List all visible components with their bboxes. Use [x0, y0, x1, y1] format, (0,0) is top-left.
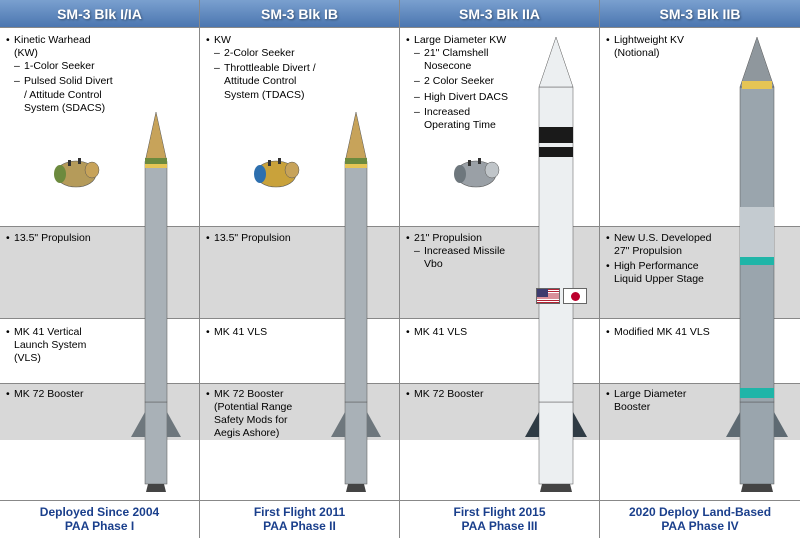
spec-item: 21" Clamshell Nosecone [414, 47, 516, 73]
spec-item: 21" PropulsionIncreased Missile Vbo [406, 232, 516, 271]
variant-content: Large Diameter KW21" Clamshell Nosecone2… [400, 28, 599, 500]
launch-specs: MK 41 VLS [206, 326, 316, 341]
variant-title: SM-3 Blk I/IA [0, 0, 199, 28]
paa-phase: PAA Phase IV [600, 519, 800, 533]
variant-footer: First Flight 2015PAA Phase III [400, 500, 599, 538]
variant-content: Lightweight KV (Notional) New U.S. Develo… [600, 28, 800, 500]
missile-illustration [117, 32, 195, 492]
spec-item: Modified MK 41 VLS [606, 326, 716, 339]
flag-jp-icon [563, 288, 587, 304]
variant-column-blk1b: SM-3 Blk IB KW2-Color SeekerThrottleable … [200, 0, 400, 538]
flag-us-icon [536, 288, 560, 304]
spec-item: Large Diameter Booster [606, 388, 716, 414]
spec-item: High Divert DACS [414, 91, 516, 104]
spec-item: New U.S. Developed 27" Propulsion [606, 232, 716, 258]
paa-phase: PAA Phase I [0, 519, 199, 533]
missile-illustration [718, 32, 796, 492]
booster-specs: MK 72 Booster [6, 388, 116, 403]
spec-item: Large Diameter KW21" Clamshell Nosecone2… [406, 34, 516, 132]
spec-item: Increased Operating Time [414, 106, 516, 132]
spec-item: 13.5" Propulsion [206, 232, 316, 245]
variant-footer: 2020 Deploy Land-BasedPAA Phase IV [600, 500, 800, 538]
spec-item: MK 41 VLS [406, 326, 516, 339]
paa-phase: PAA Phase III [400, 519, 599, 533]
launch-specs: Modified MK 41 VLS [606, 326, 716, 341]
launch-specs: MK 41 Vertical Launch System (VLS) [6, 326, 116, 367]
variant-content: Kinetic Warhead (KW)1-Color SeekerPulsed… [0, 28, 199, 500]
kill-vehicle-illustration [448, 146, 510, 198]
variant-footer: Deployed Since 2004PAA Phase I [0, 500, 199, 538]
variant-content: KW2-Color SeekerThrottleable Divert / At… [200, 28, 399, 500]
spec-item: 2 Color Seeker [414, 75, 516, 88]
deployment-status: Deployed Since 2004 [0, 505, 199, 519]
warhead-specs: Lightweight KV (Notional) [606, 34, 716, 62]
launch-specs: MK 41 VLS [406, 326, 516, 341]
spec-item: MK 41 Vertical Launch System (VLS) [6, 326, 116, 365]
variant-title: SM-3 Blk IIA [400, 0, 599, 28]
paa-phase: PAA Phase II [200, 519, 399, 533]
booster-specs: Large Diameter Booster [606, 388, 716, 416]
propulsion-specs: 13.5" Propulsion [206, 232, 316, 247]
warhead-specs: Large Diameter KW21" Clamshell Nosecone2… [406, 34, 516, 134]
kill-vehicle-illustration [248, 146, 310, 198]
missile-illustration [317, 32, 395, 492]
spec-item: MK 72 Booster (Potential Range Safety Mo… [206, 388, 316, 441]
spec-item: Kinetic Warhead (KW)1-Color SeekerPulsed… [6, 34, 116, 115]
spec-item: Increased Missile Vbo [414, 245, 516, 271]
spec-item: KW2-Color SeekerThrottleable Divert / At… [206, 34, 316, 102]
booster-specs: MK 72 Booster (Potential Range Safety Mo… [206, 388, 316, 443]
deployment-status: First Flight 2015 [400, 505, 599, 519]
spec-item: 2-Color Seeker [214, 47, 316, 60]
propulsion-specs: New U.S. Developed 27" PropulsionHigh Pe… [606, 232, 716, 289]
variant-footer: First Flight 2011PAA Phase II [200, 500, 399, 538]
spec-item: Lightweight KV (Notional) [606, 34, 716, 60]
spec-item: Throttleable Divert / Attitude Control S… [214, 62, 316, 101]
variant-column-blk2a: SM-3 Blk IIA Large Diameter KW21" Clamshe… [400, 0, 600, 538]
spec-item: Pulsed Solid Divert / Attitude Control S… [14, 75, 116, 114]
variant-title: SM-3 Blk IB [200, 0, 399, 28]
booster-specs: MK 72 Booster [406, 388, 516, 403]
deployment-status: First Flight 2011 [200, 505, 399, 519]
spec-item: 13.5" Propulsion [6, 232, 116, 245]
warhead-specs: Kinetic Warhead (KW)1-Color SeekerPulsed… [6, 34, 116, 117]
propulsion-specs: 13.5" Propulsion [6, 232, 116, 247]
variant-title: SM-3 Blk IIB [600, 0, 800, 28]
spec-item: 1-Color Seeker [14, 60, 116, 73]
warhead-specs: KW2-Color SeekerThrottleable Divert / At… [206, 34, 316, 104]
spec-item: MK 72 Booster [6, 388, 116, 401]
spec-item: MK 41 VLS [206, 326, 316, 339]
propulsion-specs: 21" PropulsionIncreased Missile Vbo [406, 232, 516, 273]
missile-illustration [517, 32, 595, 492]
comparison-grid: SM-3 Blk I/IA Kinetic Warhead (KW)1-Color… [0, 0, 800, 538]
spec-item: High Performance Liquid Upper Stage [606, 260, 716, 286]
spec-item: MK 72 Booster [406, 388, 516, 401]
variant-column-blk2b: SM-3 Blk IIB Lightweight KV (Notional) New… [600, 0, 800, 538]
kill-vehicle-illustration [48, 146, 110, 198]
partner-flags [536, 288, 587, 304]
deployment-status: 2020 Deploy Land-Based [600, 505, 800, 519]
variant-column-blk1: SM-3 Blk I/IA Kinetic Warhead (KW)1-Color… [0, 0, 200, 538]
